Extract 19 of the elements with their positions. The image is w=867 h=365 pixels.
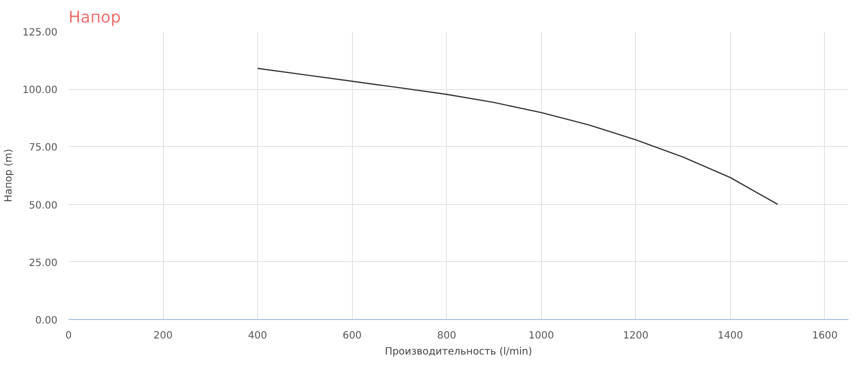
y-tick-label: 125.00 [22,28,58,38]
x-tick-label: 0 [65,330,72,342]
x-tick-label: 400 [248,330,268,342]
x-axis-title: Производительность (l/min) [384,346,532,358]
x-tick-label: 800 [437,330,456,342]
y-tick-label: 0.00 [35,316,58,326]
x-tick-label: 1600 [812,330,838,342]
x-tick-label: 1400 [718,330,744,342]
y-tick-label: 75.00 [28,142,58,154]
x-tick-label: 200 [154,330,173,342]
line-series [256,68,778,205]
y-tick-label: 100.00 [22,85,58,96]
y-tick-label: 25.00 [28,258,58,269]
x-tick-label: 600 [342,330,362,342]
x-tick-label: 1200 [623,330,648,342]
chart-title: Напор [68,8,121,26]
x-tick-label: 1000 [528,330,554,342]
y-tick-label: 50.00 [28,200,58,212]
y-axis-title: Напор (m) [4,148,15,202]
